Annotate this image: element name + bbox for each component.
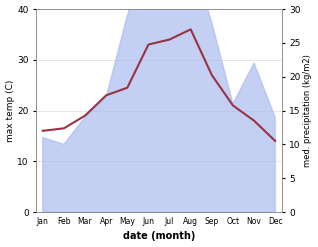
X-axis label: date (month): date (month) (123, 231, 195, 242)
Y-axis label: med. precipitation (kg/m2): med. precipitation (kg/m2) (303, 54, 313, 167)
Y-axis label: max temp (C): max temp (C) (5, 79, 15, 142)
